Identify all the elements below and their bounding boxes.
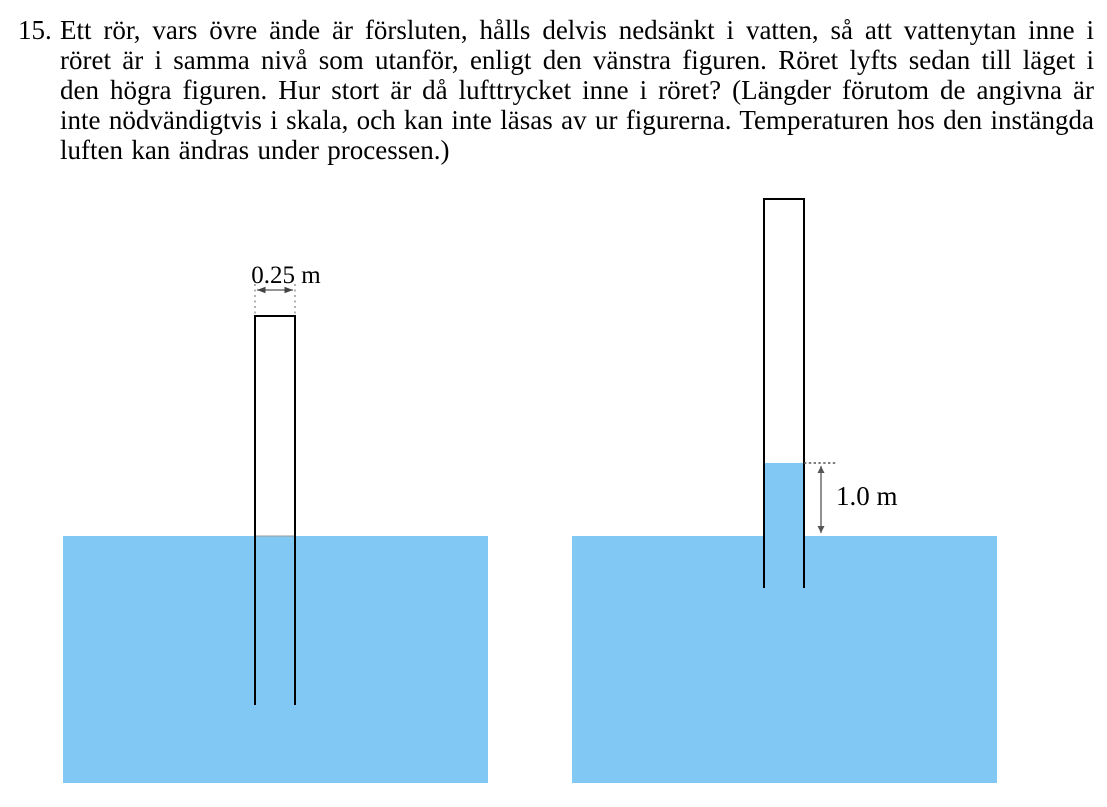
svg-text:0.25 m: 0.25 m (251, 262, 321, 289)
svg-text:1.0 m: 1.0 m (836, 481, 898, 511)
